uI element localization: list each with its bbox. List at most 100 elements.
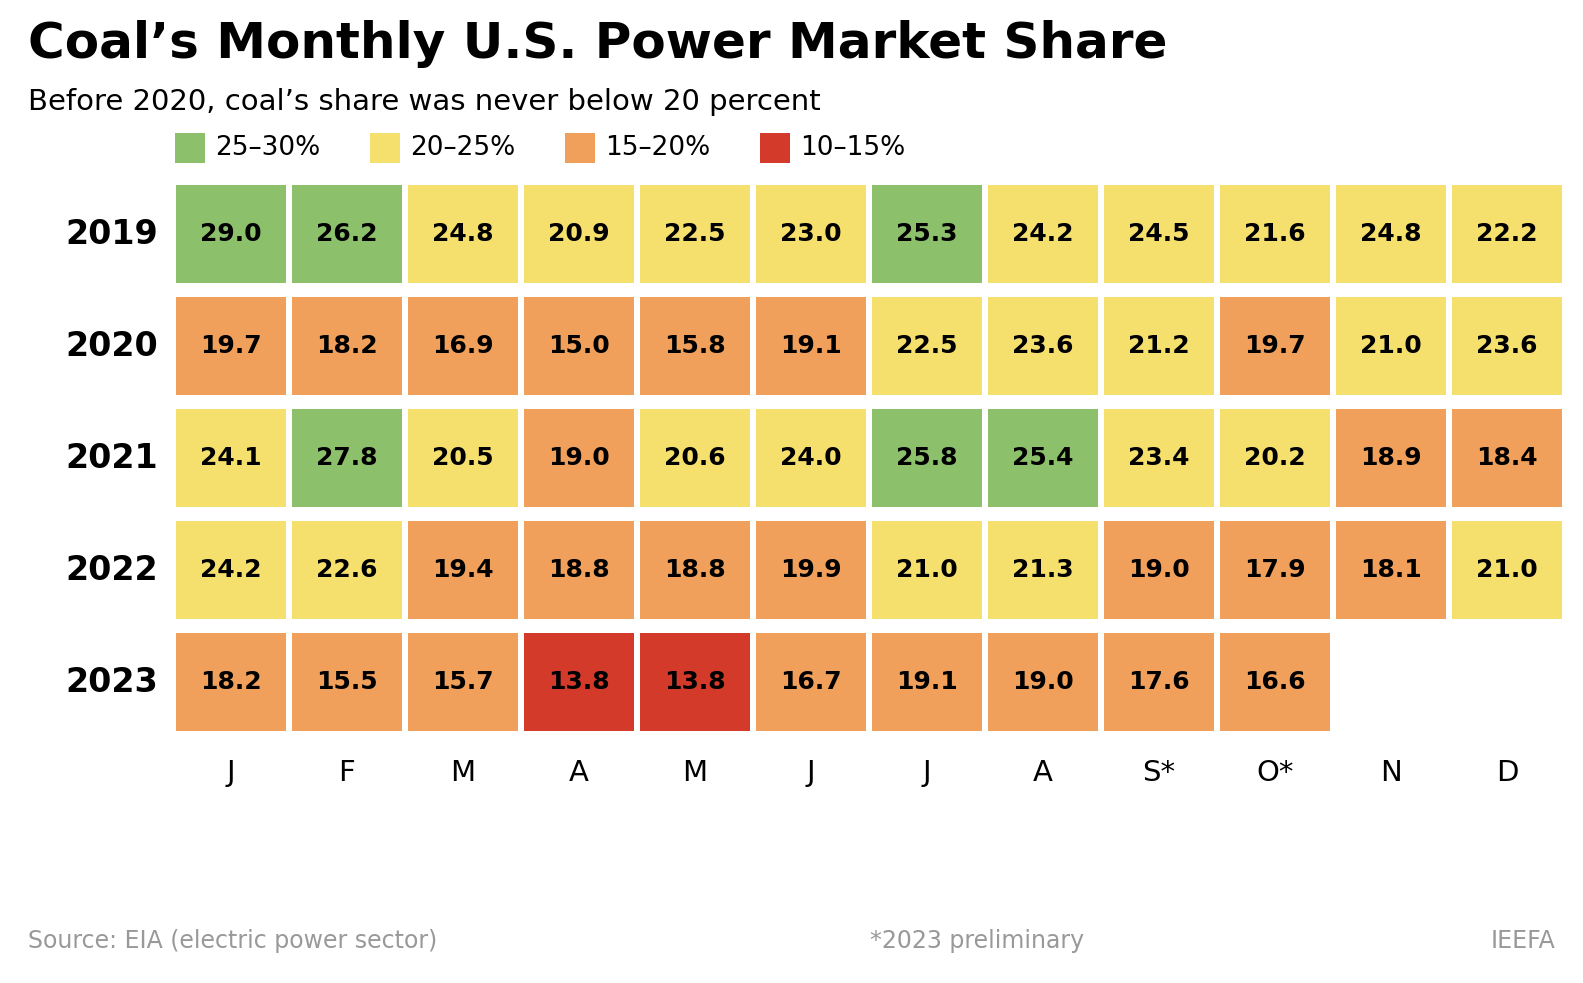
FancyBboxPatch shape	[872, 521, 981, 619]
FancyBboxPatch shape	[1103, 297, 1214, 395]
Text: S*: S*	[1143, 759, 1176, 787]
FancyBboxPatch shape	[524, 297, 635, 395]
FancyBboxPatch shape	[640, 633, 750, 731]
FancyBboxPatch shape	[524, 185, 635, 283]
Text: 25–30%: 25–30%	[215, 135, 320, 161]
FancyBboxPatch shape	[291, 409, 402, 507]
Text: 13.8: 13.8	[548, 670, 609, 694]
FancyBboxPatch shape	[872, 185, 981, 283]
FancyBboxPatch shape	[988, 185, 1099, 283]
Text: *2023 preliminary: *2023 preliminary	[871, 929, 1084, 953]
Text: 21.3: 21.3	[1012, 558, 1073, 582]
FancyBboxPatch shape	[291, 521, 402, 619]
Text: 16.6: 16.6	[1244, 670, 1306, 694]
Text: 22.6: 22.6	[317, 558, 378, 582]
FancyBboxPatch shape	[291, 185, 402, 283]
Text: 23.6: 23.6	[1477, 334, 1537, 358]
FancyBboxPatch shape	[291, 633, 402, 731]
FancyBboxPatch shape	[1336, 297, 1445, 395]
Text: 19.7: 19.7	[199, 334, 261, 358]
Text: 19.7: 19.7	[1244, 334, 1306, 358]
Text: 21.2: 21.2	[1129, 334, 1190, 358]
Text: 2022: 2022	[65, 553, 158, 587]
FancyBboxPatch shape	[1220, 409, 1330, 507]
FancyBboxPatch shape	[988, 633, 1099, 731]
FancyBboxPatch shape	[1103, 521, 1214, 619]
Text: 15.8: 15.8	[665, 334, 727, 358]
Text: 15.5: 15.5	[317, 670, 378, 694]
FancyBboxPatch shape	[1452, 185, 1562, 283]
FancyBboxPatch shape	[176, 133, 206, 163]
FancyBboxPatch shape	[1103, 633, 1214, 731]
Text: 21.0: 21.0	[1475, 558, 1537, 582]
FancyBboxPatch shape	[370, 133, 400, 163]
FancyBboxPatch shape	[1336, 409, 1445, 507]
FancyBboxPatch shape	[524, 521, 635, 619]
FancyBboxPatch shape	[757, 521, 866, 619]
Text: 20–25%: 20–25%	[410, 135, 514, 161]
Text: 18.8: 18.8	[665, 558, 727, 582]
Text: J: J	[226, 759, 236, 787]
Text: 2019: 2019	[65, 217, 158, 251]
FancyBboxPatch shape	[1103, 409, 1214, 507]
FancyBboxPatch shape	[640, 409, 750, 507]
Text: 24.2: 24.2	[1012, 222, 1073, 246]
Text: 22.5: 22.5	[896, 334, 958, 358]
FancyBboxPatch shape	[1220, 185, 1330, 283]
FancyBboxPatch shape	[1220, 633, 1330, 731]
Text: 18.9: 18.9	[1360, 446, 1422, 470]
Text: A: A	[1034, 759, 1053, 787]
FancyBboxPatch shape	[988, 521, 1099, 619]
FancyBboxPatch shape	[1452, 409, 1562, 507]
Text: 24.8: 24.8	[1360, 222, 1422, 246]
Text: 19.0: 19.0	[1129, 558, 1190, 582]
Text: 19.1: 19.1	[780, 334, 842, 358]
FancyBboxPatch shape	[291, 297, 402, 395]
Text: 20.9: 20.9	[548, 222, 609, 246]
FancyBboxPatch shape	[1336, 521, 1445, 619]
FancyBboxPatch shape	[872, 297, 981, 395]
Text: A: A	[568, 759, 589, 787]
Text: 19.4: 19.4	[432, 558, 494, 582]
Text: 21.0: 21.0	[1360, 334, 1422, 358]
FancyBboxPatch shape	[640, 297, 750, 395]
FancyBboxPatch shape	[524, 633, 635, 731]
FancyBboxPatch shape	[408, 297, 518, 395]
Text: 26.2: 26.2	[317, 222, 378, 246]
Text: 13.8: 13.8	[665, 670, 727, 694]
FancyBboxPatch shape	[408, 521, 518, 619]
Text: 24.5: 24.5	[1129, 222, 1190, 246]
Text: Source: EIA (electric power sector): Source: EIA (electric power sector)	[28, 929, 437, 953]
Text: F: F	[339, 759, 355, 787]
Text: 18.2: 18.2	[199, 670, 261, 694]
FancyBboxPatch shape	[408, 185, 518, 283]
Text: D: D	[1496, 759, 1518, 787]
Text: IEEFA: IEEFA	[1490, 929, 1555, 953]
Text: 24.8: 24.8	[432, 222, 494, 246]
Text: 18.4: 18.4	[1477, 446, 1537, 470]
Text: 22.5: 22.5	[665, 222, 725, 246]
Text: J: J	[923, 759, 931, 787]
Text: 19.0: 19.0	[548, 446, 609, 470]
FancyBboxPatch shape	[640, 521, 750, 619]
FancyBboxPatch shape	[1336, 185, 1445, 283]
Text: 25.4: 25.4	[1012, 446, 1073, 470]
Text: Before 2020, coal’s share was never below 20 percent: Before 2020, coal’s share was never belo…	[28, 88, 820, 116]
FancyBboxPatch shape	[1452, 521, 1562, 619]
Text: 18.8: 18.8	[548, 558, 609, 582]
FancyBboxPatch shape	[988, 409, 1099, 507]
FancyBboxPatch shape	[524, 409, 635, 507]
FancyBboxPatch shape	[408, 409, 518, 507]
Text: 15.7: 15.7	[432, 670, 494, 694]
Text: 19.1: 19.1	[896, 670, 958, 694]
FancyBboxPatch shape	[640, 185, 750, 283]
Text: 29.0: 29.0	[199, 222, 261, 246]
Text: 19.0: 19.0	[1012, 670, 1073, 694]
FancyBboxPatch shape	[1452, 297, 1562, 395]
FancyBboxPatch shape	[176, 409, 287, 507]
Text: 21.6: 21.6	[1244, 222, 1306, 246]
Text: 24.2: 24.2	[201, 558, 261, 582]
Text: 22.2: 22.2	[1477, 222, 1537, 246]
FancyBboxPatch shape	[176, 297, 287, 395]
Text: 18.2: 18.2	[317, 334, 378, 358]
